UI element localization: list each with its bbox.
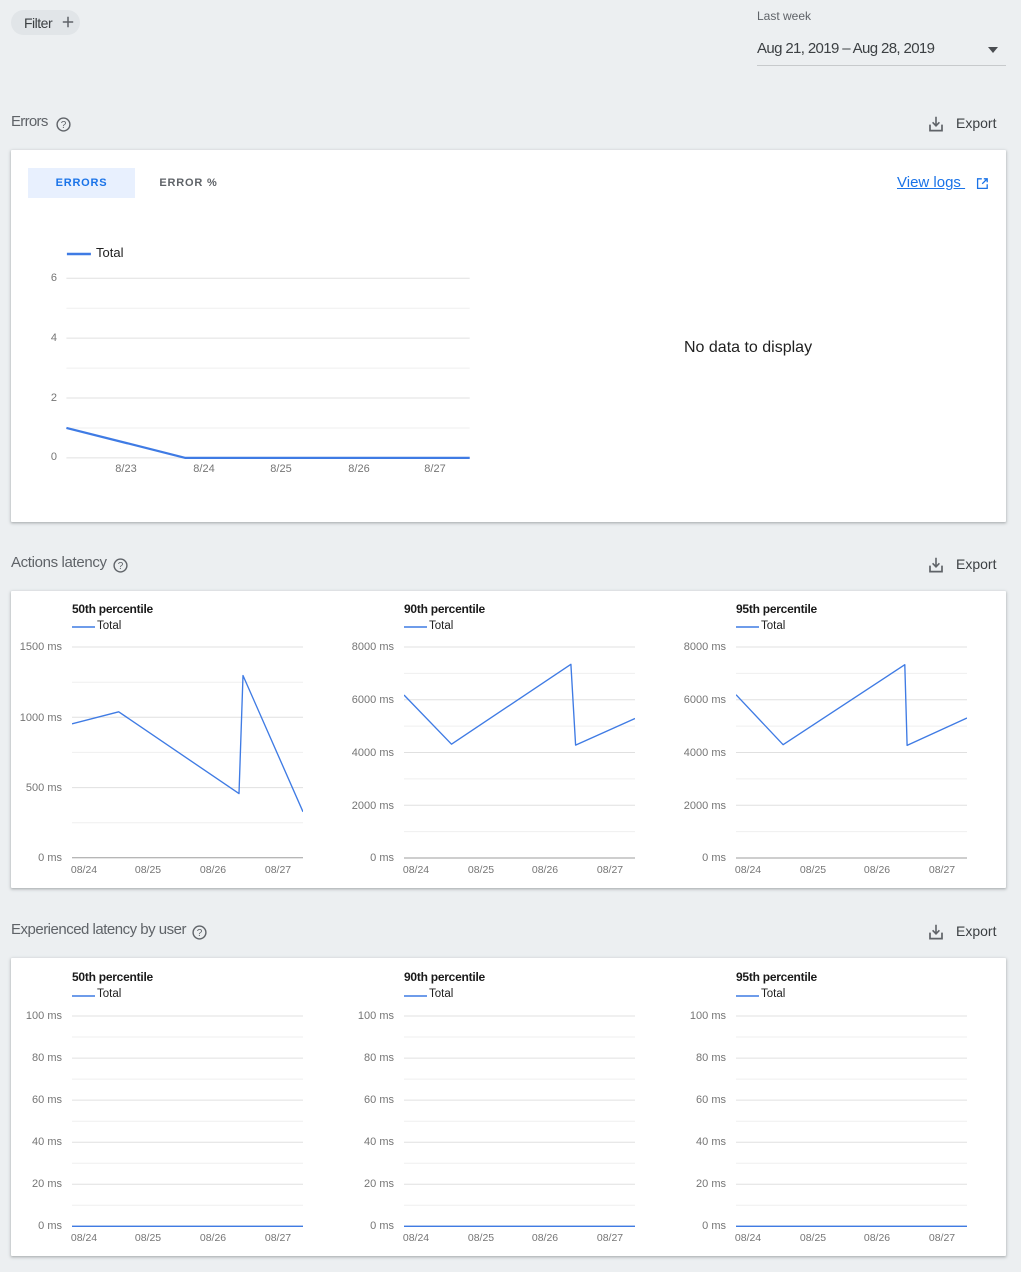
svg-text:?: ? — [197, 928, 203, 939]
svg-text:?: ? — [118, 561, 124, 572]
svg-text:?: ? — [61, 120, 67, 131]
